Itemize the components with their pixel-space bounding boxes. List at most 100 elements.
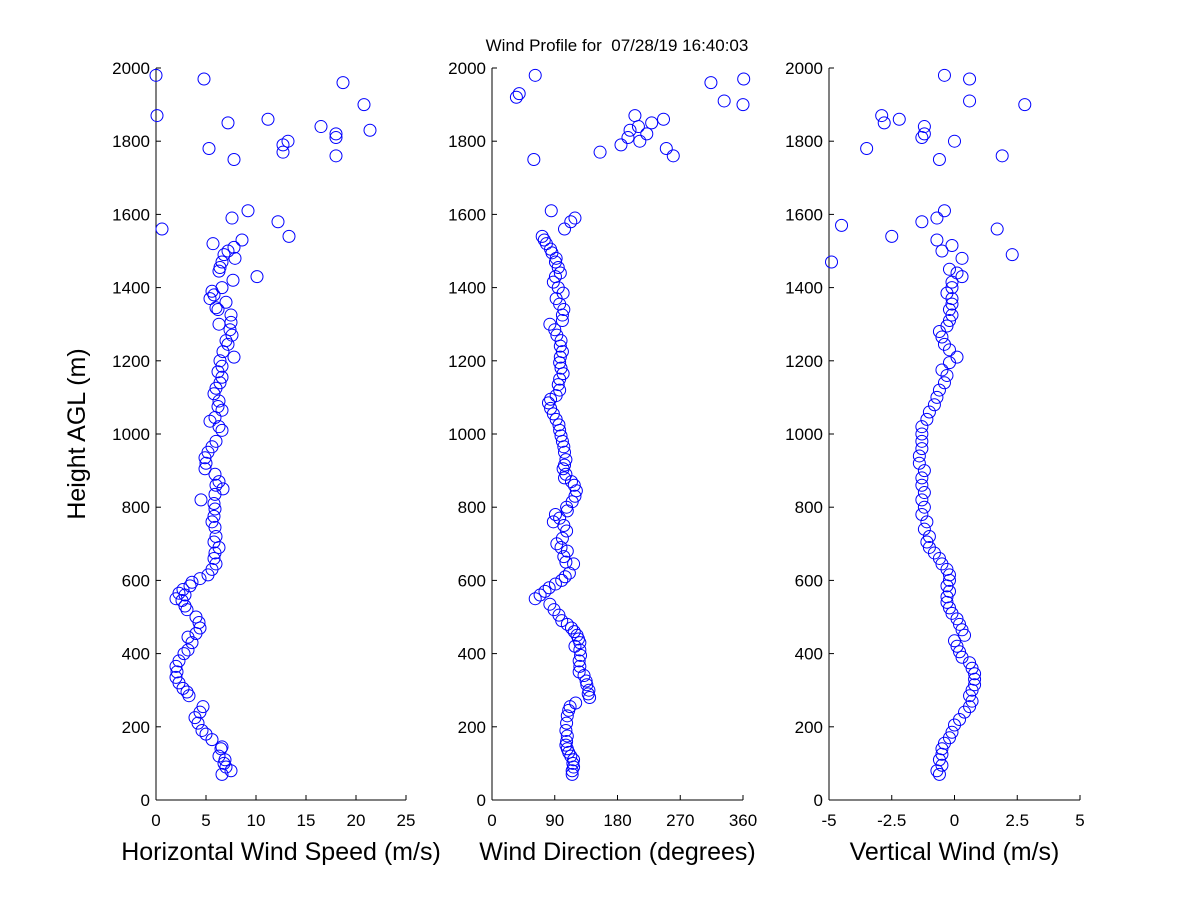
data-point <box>211 303 225 317</box>
data-point <box>582 683 596 697</box>
data-point <box>149 68 163 82</box>
y-tick-label: 200 <box>122 718 150 737</box>
y-tick-label: 1400 <box>112 279 150 298</box>
data-point <box>935 363 949 377</box>
data-point <box>213 260 227 274</box>
data-point <box>314 120 328 134</box>
data-point <box>963 72 977 86</box>
data-point <box>922 405 936 419</box>
x-tick-label: -5 <box>821 811 836 830</box>
data-point <box>223 323 237 337</box>
x-tick-label: 360 <box>729 811 757 830</box>
data-point <box>215 359 229 373</box>
data-point <box>170 665 184 679</box>
data-point <box>221 337 235 351</box>
data-point <box>657 112 671 126</box>
data-point <box>227 240 241 254</box>
data-point <box>666 149 680 163</box>
data-point <box>155 222 169 236</box>
data-point <box>560 729 574 743</box>
data-point <box>219 295 233 309</box>
data-point <box>567 557 581 571</box>
data-point <box>704 76 718 90</box>
data-point <box>215 281 229 295</box>
y-tick-label: 0 <box>814 791 823 810</box>
y-tick-label: 1200 <box>112 352 150 371</box>
data-point <box>176 681 190 695</box>
data-point <box>207 535 221 549</box>
data-point <box>546 515 560 529</box>
data-point <box>509 90 523 104</box>
data-point <box>544 242 558 256</box>
data-point <box>935 557 949 571</box>
data-point <box>215 423 229 437</box>
data-point <box>564 621 578 635</box>
data-point <box>940 590 954 604</box>
direction-panel: 0 200 400 600 800 1000 1200 1400 1600 1800 2000 0 90… <box>448 59 757 866</box>
data-point <box>196 700 210 714</box>
y-tick-label: 1400 <box>785 279 823 298</box>
data-point <box>965 694 979 708</box>
y-tick-label: 1200 <box>448 352 486 371</box>
y-tick-label: 800 <box>795 498 823 517</box>
data-point <box>717 94 731 108</box>
data-point <box>197 72 211 86</box>
data-point <box>1018 98 1032 112</box>
data-point <box>194 493 208 507</box>
data-point <box>225 328 239 342</box>
data-point <box>950 350 964 364</box>
data-point <box>528 592 542 606</box>
data-point <box>226 273 240 287</box>
data-point <box>579 674 593 688</box>
data-point <box>922 529 936 543</box>
data-point <box>885 229 899 243</box>
data-point <box>201 568 215 582</box>
data-point <box>548 577 562 591</box>
data-point <box>207 551 221 565</box>
data-point <box>915 215 929 229</box>
data-point <box>209 478 223 492</box>
x-axis-label: Vertical Wind (m/s) <box>850 838 1060 866</box>
y-tick-label: 1600 <box>448 205 486 224</box>
data-point <box>172 586 186 600</box>
x-axis-label: Horizontal Wind Speed (m/s) <box>121 838 441 866</box>
vertical-wind-panel: 0 200 400 600 800 1000 1200 1400 1600 1800 2000 -5 -… <box>785 59 1085 866</box>
y-tick-label: 1800 <box>785 132 823 151</box>
data-point <box>948 634 961 648</box>
data-point <box>958 628 972 642</box>
x-tick-label: 90 <box>545 811 564 830</box>
data-point <box>544 401 558 415</box>
data-point <box>640 127 654 141</box>
data-point <box>250 270 264 284</box>
x-tick-label: 5 <box>201 811 210 830</box>
data-point <box>199 727 213 741</box>
data-point <box>553 266 567 280</box>
data-point <box>942 731 956 745</box>
data-point <box>357 98 371 112</box>
y-tick-label: 200 <box>795 718 823 737</box>
data-point <box>968 667 982 681</box>
data-point <box>555 531 569 545</box>
data-point <box>205 284 219 298</box>
data-point <box>935 742 949 756</box>
data-point <box>215 767 229 781</box>
y-tick-label: 1600 <box>112 205 150 224</box>
data-point <box>195 723 209 737</box>
data-point <box>535 229 549 243</box>
data-point <box>564 215 578 229</box>
y-tick-label: 600 <box>122 571 150 590</box>
data-point <box>915 427 929 441</box>
data-point <box>216 482 230 496</box>
data-point <box>533 588 547 602</box>
data-point <box>945 297 959 311</box>
x-tick-label: 0 <box>151 811 160 830</box>
data-point <box>180 685 194 699</box>
y-tick-label: 0 <box>477 791 486 810</box>
data-point <box>329 131 343 145</box>
data-point <box>512 87 526 101</box>
y-tick-label: 1800 <box>112 132 150 151</box>
data-point <box>942 262 956 276</box>
data-point <box>206 237 220 251</box>
data-point <box>917 486 931 500</box>
y-axis-label: Height AGL (m) <box>63 348 91 519</box>
